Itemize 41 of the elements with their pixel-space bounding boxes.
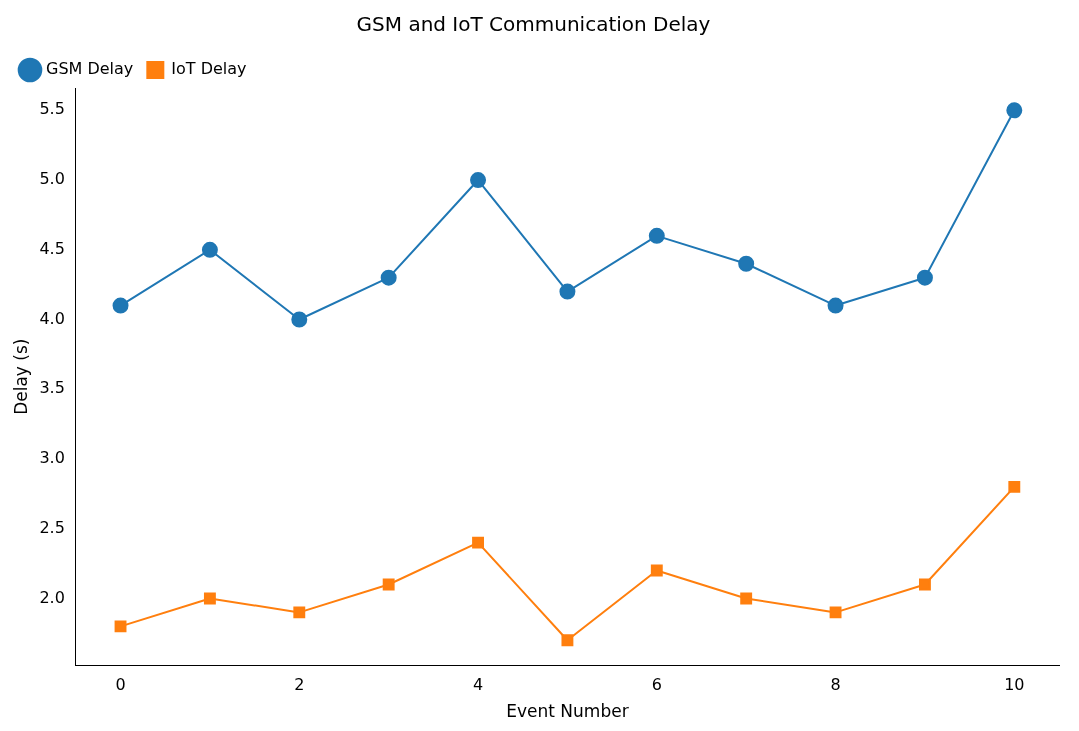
point bbox=[1006, 102, 1023, 119]
y-tick-label: 4.5 bbox=[39, 238, 65, 258]
x-tick-label: 0 bbox=[115, 675, 126, 695]
point bbox=[829, 606, 842, 619]
point bbox=[472, 536, 484, 549]
x-tick-label: 8 bbox=[830, 675, 841, 695]
point bbox=[382, 578, 395, 591]
x-tick-label: 10 bbox=[1004, 675, 1025, 695]
y-tick-label: 2.0 bbox=[39, 587, 65, 607]
point bbox=[201, 241, 218, 258]
point bbox=[918, 578, 931, 591]
point bbox=[380, 269, 397, 286]
y-tick-label: 5.5 bbox=[39, 99, 65, 119]
point bbox=[650, 564, 663, 577]
point bbox=[114, 620, 127, 633]
y-tick-label: 4.0 bbox=[39, 308, 65, 328]
point bbox=[112, 297, 129, 314]
x-axis-title: Event Number bbox=[506, 701, 629, 722]
point bbox=[740, 592, 753, 605]
x-tick-label: 4 bbox=[472, 675, 484, 695]
point bbox=[1008, 480, 1021, 493]
point bbox=[559, 283, 576, 300]
y-tick-label: 2.5 bbox=[39, 517, 65, 537]
point bbox=[561, 634, 574, 647]
point bbox=[293, 606, 306, 619]
y-axis-title: Delay (s) bbox=[10, 338, 31, 415]
y-tick-label: 3.5 bbox=[39, 378, 65, 398]
y-tick-label: 5.0 bbox=[39, 169, 65, 189]
y-tick-label: 3.0 bbox=[39, 448, 65, 468]
point bbox=[203, 592, 216, 605]
legend-label: GSM Delay bbox=[46, 59, 134, 79]
point bbox=[291, 311, 308, 328]
chart-title: GSM and IoT Communication Delay bbox=[356, 12, 711, 37]
point bbox=[738, 255, 755, 272]
point bbox=[916, 269, 933, 286]
x-tick-label: 6 bbox=[651, 675, 662, 695]
point bbox=[648, 227, 665, 244]
point bbox=[470, 172, 487, 189]
x-tick-label: 2 bbox=[294, 675, 305, 695]
point bbox=[827, 297, 844, 314]
legend-label: IoT Delay bbox=[171, 59, 247, 79]
